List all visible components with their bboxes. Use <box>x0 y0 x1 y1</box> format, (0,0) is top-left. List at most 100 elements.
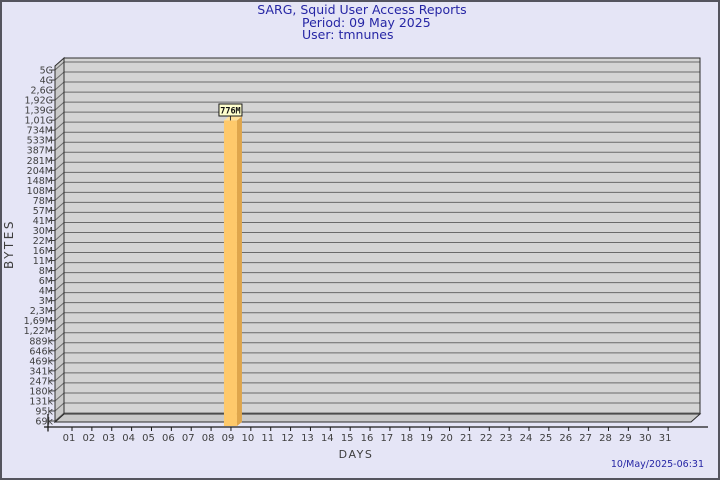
gridline-wall-slant <box>54 282 65 292</box>
y-tick-label: 646k <box>29 346 53 357</box>
y-tick-label: 108M <box>27 186 53 197</box>
y-tick-label: 1,22M <box>24 326 53 337</box>
y-tick-label: 78M <box>33 196 53 207</box>
x-tick-label: 21 <box>460 433 473 444</box>
gridline-wall-slant <box>54 181 65 191</box>
y-tick-label: 889k <box>29 336 53 347</box>
gridline-wall-slant <box>54 141 65 151</box>
x-axis-title: DAYS <box>339 448 374 461</box>
bar-top-face <box>223 116 242 121</box>
gridline-wall-slant <box>54 302 65 312</box>
x-tick-label: 23 <box>500 433 513 444</box>
gridline-wall-slant <box>54 212 65 221</box>
x-tick-label: 26 <box>559 433 572 444</box>
floor-outline <box>53 413 702 423</box>
y-tick-label: 2,6G <box>31 86 53 97</box>
gridline-wall-slant <box>54 161 65 171</box>
x-tick-label: 31 <box>659 433 672 444</box>
gridline-wall-slant <box>54 392 65 402</box>
y-tick-label: 16M <box>33 246 53 257</box>
y-tick-label: 11M <box>33 256 53 267</box>
gridline-wall-slant <box>54 322 65 332</box>
gridline-wall-slant <box>54 232 65 241</box>
y-tick-label: 204M <box>27 166 53 177</box>
y-tick-label: 57M <box>33 206 53 217</box>
plot-frame-outline <box>53 56 702 424</box>
x-tick-label: 06 <box>162 433 175 444</box>
y-tick-label: 469k <box>29 356 53 367</box>
y-tick-label: 22M <box>33 236 53 247</box>
gridline-wall-slant <box>54 312 65 322</box>
gridline-wall-slant <box>54 111 65 121</box>
chart-period-subtitle: Period: 09 May 2025 <box>302 15 431 30</box>
gridline-wall-slant <box>54 81 65 91</box>
y-tick-label: 4M <box>39 286 53 297</box>
generated-timestamp: 10/May/2025-06:31 <box>611 459 704 470</box>
y-tick-label: 1,69M <box>24 316 53 327</box>
y-tick-label: 4G <box>40 76 53 87</box>
x-tick-label: 11 <box>261 433 274 444</box>
x-tick-label: 20 <box>440 433 453 444</box>
x-tick-label: 07 <box>182 433 195 444</box>
gridline-wall-slant <box>54 71 65 81</box>
x-tick-label: 15 <box>341 433 354 444</box>
gridline-wall-slant <box>54 252 65 261</box>
x-tick-label: 04 <box>122 433 135 444</box>
gridline-wall-slant <box>54 151 65 161</box>
y-tick-label: 3M <box>39 296 53 307</box>
gridline-wall-slant <box>54 191 65 201</box>
gridline-wall-slant <box>54 402 65 412</box>
gridline-wall-slant <box>54 222 65 231</box>
gridline-wall-slant <box>54 171 65 181</box>
x-tick-label: 14 <box>321 433 334 444</box>
y-axis-tick-labels: 5G4G2,6G1,92G1,39G1,01G734M533M387M281M2… <box>24 66 54 428</box>
gridline-wall-slant <box>54 412 65 422</box>
y-tick-label: 341k <box>29 366 53 377</box>
y-tick-label: 533M <box>27 136 53 147</box>
y-axis-title: BYTES <box>2 219 16 269</box>
y-tick-label: 95k <box>35 406 53 417</box>
x-tick-label: 24 <box>520 433 533 444</box>
y-tick-label: 2,3M <box>30 306 53 317</box>
gridline-wall-slant <box>54 121 65 131</box>
gridline-wall-slant <box>54 342 65 352</box>
y-tick-label: 5G <box>40 66 53 77</box>
back-wall <box>64 58 700 414</box>
floor <box>55 414 700 422</box>
y-tick-label: 41M <box>33 216 53 227</box>
gridline-wall-slant <box>54 332 65 342</box>
y-tick-label: 387M <box>27 146 53 157</box>
gridline-wall-slant <box>54 352 65 362</box>
gridline-wall-slant <box>54 101 65 111</box>
x-tick-label: 17 <box>381 433 394 444</box>
x-tick-label: 01 <box>63 433 76 444</box>
x-tick-label: 03 <box>102 433 115 444</box>
x-tick-label: 19 <box>420 433 433 444</box>
y-tick-label: 6M <box>39 276 53 287</box>
bar-value-label: 776M <box>220 107 240 117</box>
gridline-wall-slant <box>54 382 65 392</box>
y-tick-label: 30M <box>33 226 53 237</box>
x-tick-label: 09 <box>222 433 235 444</box>
bar <box>223 120 237 426</box>
chart-title: SARG, Squid User Access Reports <box>257 2 466 17</box>
y-tick-label: 734M <box>27 126 53 137</box>
x-tick-label: 29 <box>619 433 632 444</box>
y-tick-label: 281M <box>27 156 53 167</box>
x-tick-label: 02 <box>83 433 96 444</box>
x-tick-label: 16 <box>361 433 374 444</box>
x-tick-label: 28 <box>599 433 612 444</box>
x-tick-label: 22 <box>480 433 493 444</box>
gridline-wall-slant <box>54 372 65 382</box>
y-tick-label: 247k <box>29 376 53 387</box>
axes-and-ticks <box>44 69 708 432</box>
gridline-wall-slant <box>54 242 65 251</box>
gridline-wall-slant <box>54 272 65 281</box>
y-tick-label: 8M <box>39 266 53 277</box>
y-tick-label: 148M <box>27 176 53 187</box>
x-tick-label: 08 <box>202 433 215 444</box>
gridline-wall-slant <box>54 262 65 271</box>
gridline-wall-slant <box>54 362 65 372</box>
